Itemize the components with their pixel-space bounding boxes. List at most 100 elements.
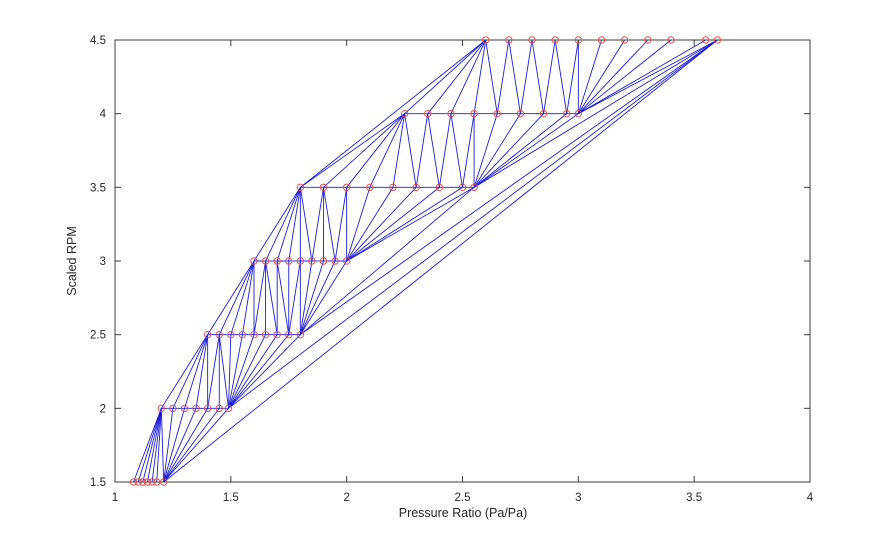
- data-point-marker: [493, 109, 501, 118]
- data-point-marker: [505, 36, 513, 44]
- axis-ticks: 1 1.5 2 2.5 3 3.5 4 1.5 2 2.5 3 3.5 4 4.5: [90, 35, 814, 504]
- data-point-marker: [574, 36, 583, 44]
- mesh-edge: [577, 39, 602, 114]
- mesh-edge: [496, 39, 510, 114]
- mesh-edge: [163, 408, 197, 483]
- mesh-edge: [163, 408, 209, 483]
- mesh-edge: [578, 39, 649, 114]
- mesh-edge: [228, 334, 266, 409]
- mesh-edge: [323, 187, 336, 262]
- data-point-marker: [159, 478, 168, 486]
- mesh-edge: [578, 39, 718, 115]
- mesh-edge: [508, 39, 521, 114]
- data-point-marker: [319, 257, 328, 265]
- mesh-edge: [184, 334, 209, 409]
- mesh-edge: [346, 187, 394, 262]
- y-tick-label: 4: [100, 109, 107, 121]
- mesh-edge: [346, 186, 463, 262]
- mesh-edge: [323, 113, 405, 188]
- mesh-edge: [276, 260, 290, 335]
- y-axis-label: Scaled RPM: [65, 226, 79, 296]
- data-point-marker: [296, 183, 305, 192]
- data-point-marker: [342, 183, 351, 192]
- data-point-marker: [319, 183, 328, 192]
- x-tick-label: 1: [112, 492, 118, 504]
- data-point-marker: [366, 183, 374, 192]
- data-point-marker: [129, 478, 138, 486]
- data-point-marker: [296, 257, 305, 265]
- mesh-edge: [265, 187, 301, 262]
- mesh-edge: [543, 39, 556, 114]
- mesh-edge: [163, 408, 220, 483]
- mesh-edge: [346, 187, 371, 262]
- mesh-edge: [228, 334, 232, 409]
- mesh-edge: [438, 113, 452, 188]
- data-point-marker: [458, 183, 467, 192]
- mesh-edge: [299, 260, 324, 335]
- data-point-marker: [308, 257, 316, 265]
- data-point-marker: [261, 330, 270, 339]
- y-tick-label: 3.5: [90, 182, 106, 194]
- mesh-edge: [156, 408, 162, 483]
- mesh-edge: [207, 334, 220, 409]
- mesh-edge: [160, 408, 165, 483]
- mesh-edge: [288, 260, 301, 335]
- data-point-marker: [424, 109, 432, 118]
- mesh-edge: [300, 39, 486, 188]
- mesh-edge: [415, 113, 429, 188]
- data-point-marker: [667, 36, 675, 44]
- mesh-edge: [228, 39, 718, 409]
- mesh-edge: [228, 334, 301, 409]
- data-point-marker: [139, 478, 147, 486]
- data-point-marker: [180, 404, 189, 413]
- data-point-marker: [238, 330, 247, 339]
- data-point-marker: [250, 257, 258, 265]
- mesh-edge: [473, 39, 487, 114]
- data-point-marker: [702, 36, 710, 44]
- data-point-marker: [285, 330, 293, 339]
- mesh-edge: [473, 113, 521, 188]
- mesh-edge: [334, 187, 348, 262]
- mesh-edge: [142, 408, 162, 483]
- mesh-edge: [404, 39, 486, 114]
- y-tick-label: 2: [100, 403, 106, 415]
- data-point-marker: [713, 36, 722, 44]
- mesh-edge: [218, 334, 229, 409]
- data-point-marker: [192, 404, 200, 413]
- mesh-edge: [473, 113, 579, 188]
- mesh-edge: [228, 334, 290, 409]
- data-point-marker: [447, 109, 455, 118]
- mesh-edge: [369, 113, 405, 188]
- data-point-marker: [620, 36, 629, 44]
- mesh-edge: [299, 187, 313, 262]
- data-point-marker: [134, 478, 142, 486]
- y-tick-label: 4.5: [90, 35, 106, 47]
- data-point-marker: [528, 36, 536, 44]
- mesh-edge: [427, 113, 440, 188]
- mesh-edge: [346, 187, 417, 262]
- data-point-marker: [227, 330, 235, 339]
- data-point-marker: [261, 257, 270, 265]
- mesh-edge: [427, 39, 487, 114]
- x-tick-label: 3.5: [686, 492, 702, 504]
- mesh-edge: [462, 113, 475, 188]
- x-tick-label: 3: [575, 492, 581, 504]
- data-point-marker: [470, 109, 478, 118]
- mesh-edge: [566, 39, 579, 114]
- mesh-edge: [160, 334, 209, 409]
- x-tick-label: 1.5: [223, 492, 239, 504]
- mesh-edge: [300, 39, 718, 336]
- mesh-edge: [218, 260, 255, 335]
- data-point-marker: [342, 257, 351, 265]
- x-tick-label: 4: [807, 492, 814, 504]
- data-point-marker: [250, 330, 258, 339]
- plot-background: [115, 40, 810, 482]
- data-point-marker: [539, 109, 548, 118]
- mesh-edge: [485, 39, 498, 114]
- mesh-edge: [577, 39, 626, 114]
- mesh-edge: [163, 408, 185, 483]
- mesh-edge: [299, 260, 348, 335]
- mesh-edge: [228, 334, 278, 409]
- mesh-edge: [519, 39, 533, 114]
